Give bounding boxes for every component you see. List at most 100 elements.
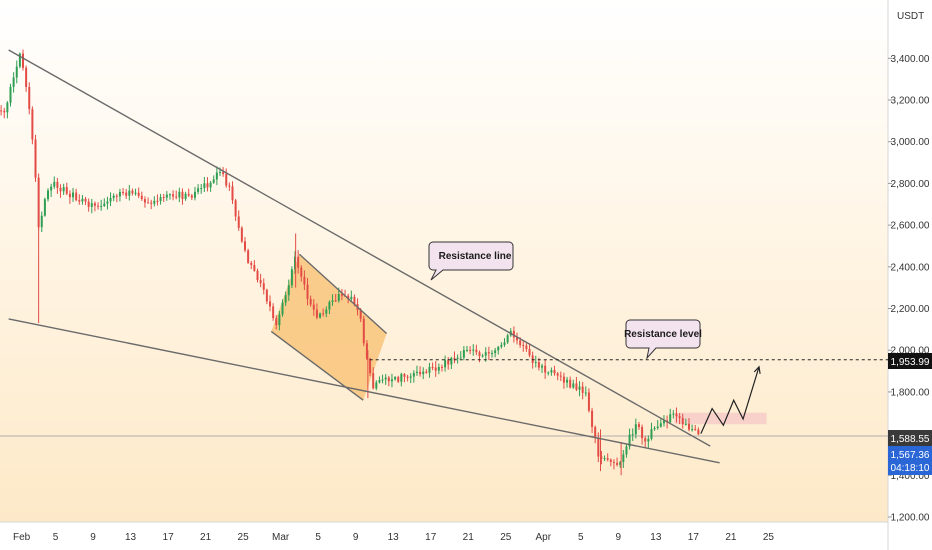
x-tick-label: 21 [463,532,475,543]
candle-body [550,370,553,373]
candle [497,345,500,355]
candle-body [290,269,293,286]
candle [262,278,265,295]
candle [28,82,31,115]
candle [137,187,140,199]
candle [240,226,243,243]
y-tick-label: 3,200.00 [891,96,930,107]
candle-body [650,429,653,439]
candle-body [287,285,290,296]
candle [434,361,437,377]
candle-body [193,191,196,198]
lines-layer [8,49,888,464]
candle-body [434,367,437,371]
candle [125,188,128,199]
x-tick-label: 17 [425,532,437,543]
candle-body [262,283,265,290]
candle [128,185,131,201]
candle [162,193,165,202]
candle-body [453,357,456,359]
candle-body [444,360,447,368]
candle [672,410,675,419]
candle-body [641,427,644,439]
candle [178,187,181,203]
candle [156,194,159,206]
candle [369,357,372,377]
candle-body [478,352,481,357]
candle [365,340,368,361]
candle-body [559,375,562,377]
candle-body [309,298,312,305]
candle-body [397,377,400,382]
candle [694,425,697,431]
candle-body [562,376,565,383]
candle-body [662,420,665,424]
candle [469,346,472,355]
candle [215,166,218,186]
candle [112,193,115,202]
y-tick-label: 1,200.00 [891,513,930,524]
candle [381,374,384,384]
candle-body [9,86,12,103]
candle [653,426,656,431]
x-tick-label: 9 [90,532,96,543]
candle-body [109,198,112,202]
candle [150,199,153,210]
candle [378,376,381,384]
candle [306,278,309,306]
candle [143,196,146,208]
candle-body [334,300,337,302]
candle-body [634,424,637,435]
candle [222,167,225,177]
candle [322,308,325,317]
candle-body [234,200,237,217]
x-axis: Feb 5 9 13 17 21 25 Mar 5 9 13 17 21 25 Apr 5 9 13 17 21 25 [13,532,774,543]
resistance-level-callout: Resistance level [624,319,702,360]
candle [619,460,622,468]
candle [97,202,100,210]
x-tick-label: 25 [500,532,512,543]
candle-body [553,370,556,374]
candle [500,342,503,349]
candle [691,424,694,432]
x-tick-label: 13 [388,532,400,543]
candle [281,299,284,317]
candle-body [97,205,100,207]
candle [622,450,625,468]
candle [390,373,393,388]
live-price-tag-bg [888,446,932,475]
candle-body [222,171,225,174]
candle [425,369,428,374]
candle-body [637,424,640,428]
descending-channel-zone [271,254,387,401]
candle-body [359,310,362,319]
candle [247,248,250,264]
time-axis-background [0,522,888,550]
candle-body [491,353,494,355]
candle [600,450,603,465]
candle [465,345,468,353]
candle [234,198,237,221]
candle [406,374,409,382]
candle-body [531,355,534,363]
candle-body [168,194,171,196]
candle-body [331,300,334,302]
candle-body [409,376,412,378]
candle [309,295,312,307]
candle [184,191,187,201]
candle-body [31,109,34,140]
level-price-tag: 1,953.99 [888,353,932,369]
candle-body [306,284,309,299]
candle [506,333,509,344]
candle-body [484,352,487,356]
candle [419,366,422,377]
candle-body [159,197,162,202]
candle [6,101,9,119]
y-tick-label: 2,800.00 [891,179,930,190]
candle-body [584,392,587,394]
candle-body [350,296,353,299]
candle [193,186,196,201]
x-tick-label: Feb [13,532,31,543]
candle-body [106,201,109,204]
